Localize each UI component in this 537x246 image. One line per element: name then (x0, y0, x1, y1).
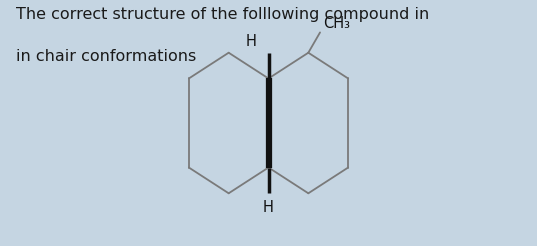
Text: in chair conformations: in chair conformations (16, 49, 197, 64)
Text: CH₃: CH₃ (324, 16, 351, 31)
Text: H: H (246, 34, 257, 49)
Text: The correct structure of the folllowing compound in: The correct structure of the folllowing … (16, 7, 430, 22)
Text: H: H (263, 200, 274, 215)
